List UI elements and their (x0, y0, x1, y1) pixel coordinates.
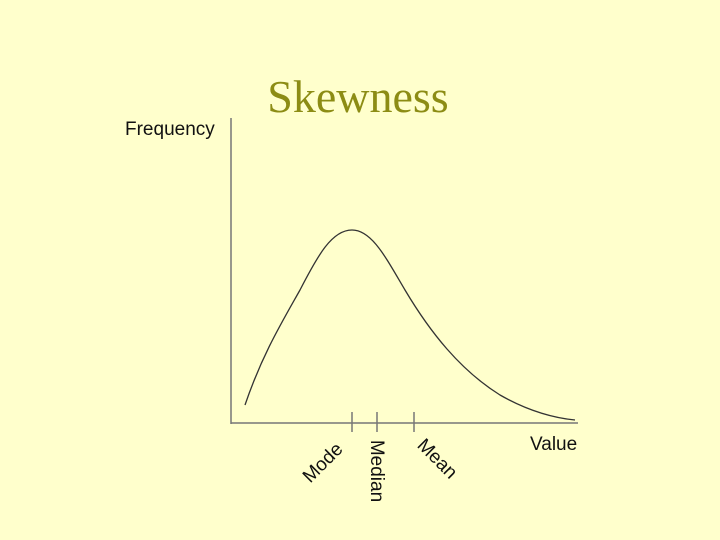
median-label: Median (366, 440, 387, 502)
slide-title: Skewness (267, 71, 448, 122)
y-axis-label: Frequency (125, 119, 215, 140)
skewed-curve (244, 229, 576, 421)
x-axis-label: Value (530, 434, 577, 455)
